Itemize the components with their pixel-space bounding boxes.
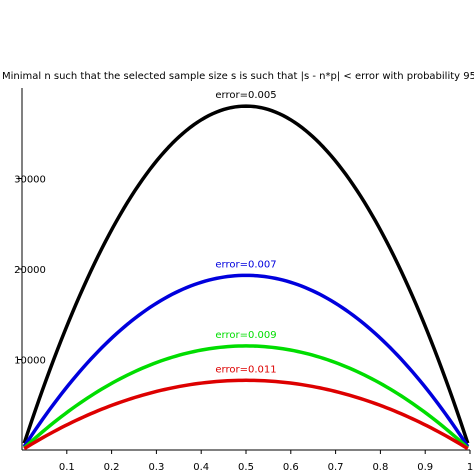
x-tick-label: 0.6 xyxy=(283,462,299,473)
series-label: error=0.005 xyxy=(215,90,276,101)
series-line xyxy=(22,273,470,448)
x-tick-label: 0.2 xyxy=(104,462,120,473)
series-line xyxy=(22,104,470,444)
series-line xyxy=(23,378,469,451)
x-tick-label: 0.7 xyxy=(328,462,344,473)
x-ticks: 0.1 0.2 0.3 0.4 0.5 0.6 0.7 0.8 0.9 1 xyxy=(59,450,473,473)
y-tick-label: 20000 xyxy=(14,265,46,276)
x-tick-label: 0.1 xyxy=(59,462,75,473)
y-ticks: 10000 20000 30000 xyxy=(14,175,46,367)
series-line xyxy=(23,344,469,450)
series-label: error=0.011 xyxy=(215,364,276,375)
chart-title: Minimal n such that the selected sample … xyxy=(2,71,474,82)
y-tick-label: 30000 xyxy=(14,175,46,186)
x-tick-label: 1 xyxy=(467,462,473,473)
x-tick-label: 0.5 xyxy=(238,462,254,473)
series-label: error=0.009 xyxy=(215,330,276,341)
series-labels: error=0.005 error=0.007 error=0.009 error=0… xyxy=(215,90,276,375)
x-tick-label: 0.8 xyxy=(372,462,388,473)
x-tick-label: 0.3 xyxy=(148,462,164,473)
series-lines xyxy=(22,104,470,451)
x-tick-label: 0.9 xyxy=(417,462,433,473)
y-tick-label: 10000 xyxy=(14,356,46,367)
x-tick-label: 0.4 xyxy=(193,462,209,473)
series-label: error=0.007 xyxy=(215,259,276,270)
